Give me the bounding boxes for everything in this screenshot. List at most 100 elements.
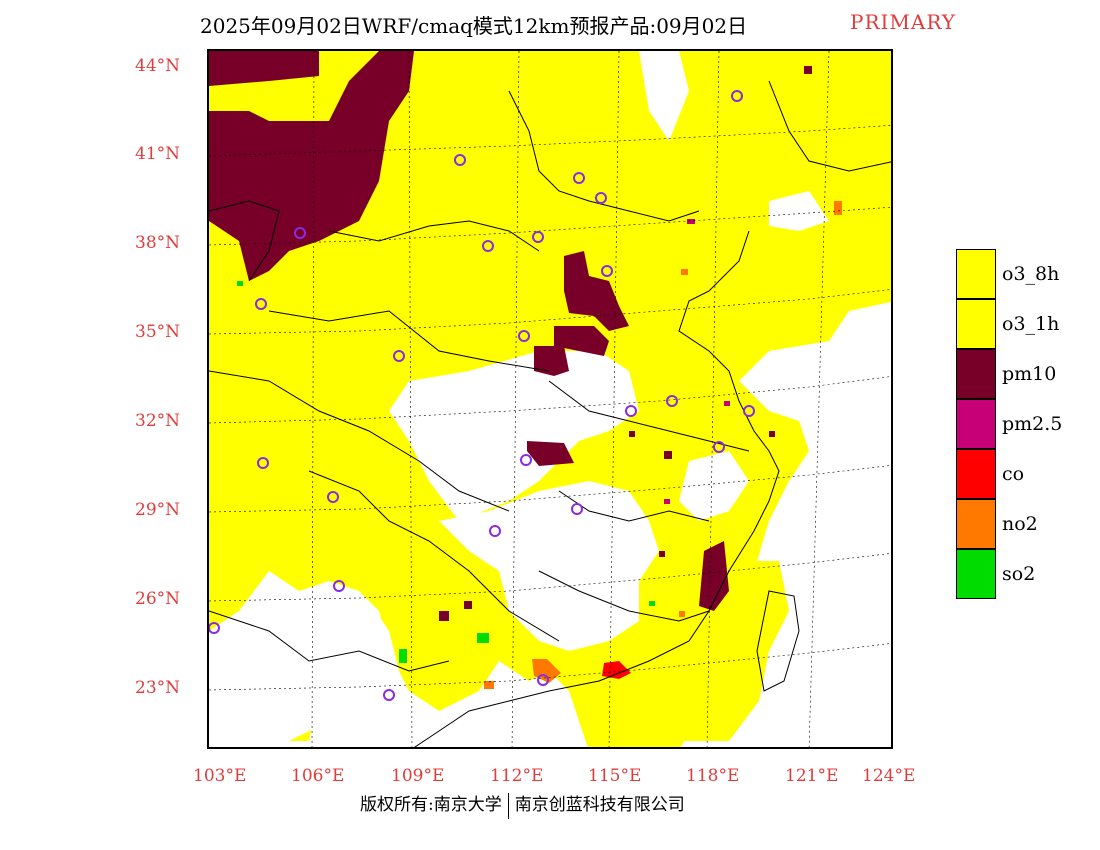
lon-line-109: [408, 51, 413, 747]
no2-dot-c: [681, 269, 688, 275]
legend-swatch: [956, 249, 996, 299]
lon-label-124e: 124°E: [862, 766, 916, 786]
border-d: [209, 370, 510, 512]
legend-label: so2: [1002, 563, 1036, 585]
border-b: [328, 220, 540, 252]
lat-line-35: [209, 289, 891, 335]
station-marker: [537, 674, 549, 686]
lat-label-32n: 32°N: [135, 411, 181, 431]
legend: o3_8h o3_1h pm10 pm2.5 co no2 so2: [956, 249, 1076, 599]
legend-swatch: [956, 299, 996, 349]
pm10-dot-g: [769, 431, 775, 437]
lat-label-23n: 23°N: [135, 678, 181, 698]
forecast-map[interactable]: [207, 49, 893, 749]
pm10-dot-e: [464, 601, 472, 609]
lat-label-38n: 38°N: [135, 233, 181, 253]
legend-item-o3_8h: o3_8h: [956, 249, 1076, 299]
no2-dot-d: [679, 611, 685, 617]
station-marker: [518, 330, 530, 342]
lon-label-103e: 103°E: [193, 766, 247, 786]
lat-line-41: [209, 124, 891, 157]
legend-swatch: [956, 349, 996, 399]
clean-area-bohai: [639, 51, 689, 141]
station-marker: [454, 154, 466, 166]
clean-area-east: [679, 451, 749, 521]
station-marker: [713, 441, 725, 453]
co-region-guangdong: [602, 661, 631, 679]
border-k: [768, 80, 891, 172]
pm25-dot-c: [724, 401, 730, 406]
legend-label: o3_1h: [1002, 313, 1060, 335]
legend-item-pm10: pm10: [956, 349, 1076, 399]
so2-dot-b: [477, 633, 489, 643]
pm10-dot-f: [659, 551, 665, 557]
station-marker: [255, 298, 267, 310]
border-j: [508, 90, 700, 222]
station-marker: [743, 405, 755, 417]
station-marker: [482, 240, 494, 252]
station-markers: [209, 90, 755, 701]
station-marker: [383, 689, 395, 701]
lon-label-112e: 112°E: [490, 766, 544, 786]
map-canvas: [209, 51, 891, 747]
lat-label-26n: 26°N: [135, 589, 181, 609]
clean-area-south-central: [439, 481, 659, 651]
pm10-region-hubei: [527, 441, 574, 466]
lat-line-32: [209, 376, 891, 424]
pm10-region-shandong: [564, 251, 629, 331]
station-marker: [327, 491, 339, 503]
lon-label-118e: 118°E: [686, 766, 740, 786]
legend-label: co: [1002, 463, 1025, 485]
clean-area-northcoast: [769, 191, 829, 231]
coastline: [414, 230, 780, 747]
copyright-left: 版权所有:南京大学: [360, 795, 502, 815]
legend-label: o3_8h: [1002, 263, 1060, 285]
taiwan-outline: [756, 590, 800, 692]
lon-label-115e: 115°E: [588, 766, 642, 786]
border-h: [538, 570, 710, 622]
legend-item-pm25: pm2.5: [956, 399, 1076, 449]
legend-label: pm10: [1002, 363, 1057, 385]
lat-line-29: [209, 465, 891, 513]
pm10-region-northwest: [209, 51, 414, 281]
legend-item-co: co: [956, 449, 1076, 499]
legend-swatch: [956, 399, 996, 449]
legend-item-so2: so2: [956, 549, 1076, 599]
lon-line-115: [608, 51, 620, 747]
copyright-separator: [507, 792, 509, 819]
legend-swatch: [956, 549, 996, 599]
title-row: 2025年09月02日WRF/cmaq模式12km预报产品:09月02日 PRI…: [0, 10, 1100, 40]
station-marker: [601, 265, 613, 277]
station-marker: [532, 231, 544, 243]
pm10-region-anhui: [534, 346, 569, 376]
no2-dot-a: [484, 681, 494, 689]
copyright: 版权所有:南京大学 南京创蓝科技有限公司: [360, 790, 685, 819]
lat-label-29n: 29°N: [135, 500, 181, 520]
station-marker: [209, 622, 220, 634]
station-marker: [257, 457, 269, 469]
o3-region-taiwan: [679, 561, 789, 741]
lat-line-23: [209, 643, 891, 691]
boundaries: [209, 80, 891, 747]
co-spots: [602, 661, 631, 679]
pm10-dot-d: [439, 611, 449, 621]
lat-label-41n: 41°N: [135, 144, 181, 164]
station-marker: [333, 580, 345, 592]
border-i: [209, 610, 450, 672]
so2-dot-c: [649, 601, 655, 606]
lon-label-121e: 121°E: [785, 766, 839, 786]
primary-tag: PRIMARY: [850, 10, 956, 34]
station-marker: [625, 405, 637, 417]
o3-region-hk: [664, 656, 719, 696]
lon-line-118: [706, 51, 720, 747]
lon-line-121: [808, 51, 830, 747]
pm10-region-topleft: [209, 51, 319, 86]
pm25-dot-a: [687, 219, 695, 224]
station-marker: [573, 172, 585, 184]
pm25-dot-b: [664, 499, 670, 504]
clean-area-central: [389, 351, 639, 521]
o3-region-northeast: [709, 51, 891, 301]
copyright-right: 南京创蓝科技有限公司: [514, 795, 685, 815]
station-marker: [666, 395, 678, 407]
legend-swatch: [956, 499, 996, 549]
